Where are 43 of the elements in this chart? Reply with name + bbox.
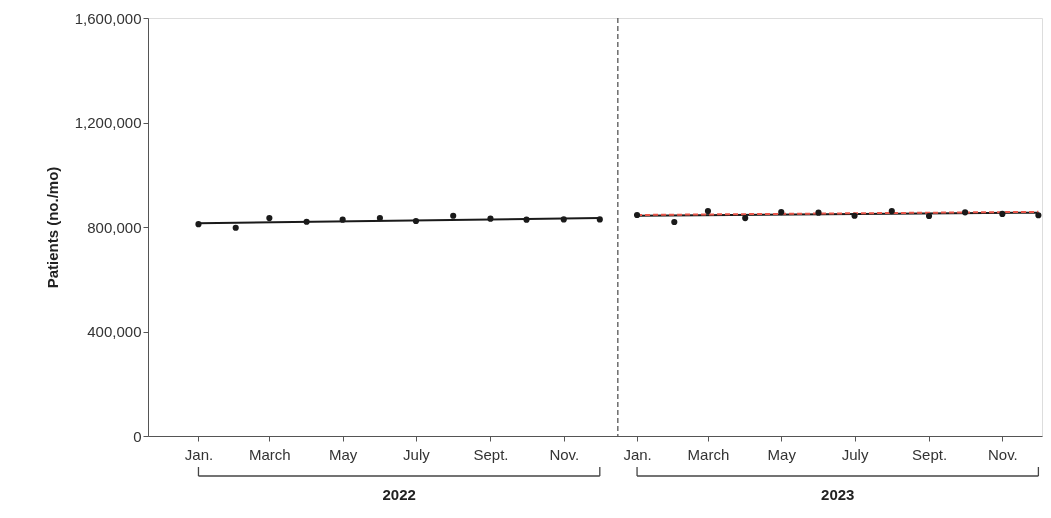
x-tick-label: March: [687, 445, 730, 463]
text: 2023: [821, 486, 855, 503]
x-tick-label: March: [249, 445, 291, 463]
point: [962, 209, 969, 216]
x-tick-label: July: [841, 445, 869, 463]
point: [815, 209, 822, 216]
point: [450, 212, 457, 219]
x-tick-label: Nov.: [987, 445, 1018, 463]
x-tick-label: May: [328, 445, 358, 463]
point: [596, 216, 603, 223]
point: [487, 215, 494, 222]
x-tick-label: May: [767, 445, 797, 463]
point: [412, 217, 420, 225]
point: [232, 224, 239, 231]
point: [704, 207, 712, 215]
x-tick-label: July: [403, 445, 431, 463]
point: [925, 212, 933, 220]
x-tick-label: Jan.: [623, 445, 652, 463]
point: [888, 207, 895, 215]
y-axis-title: Patients (no./mo): [43, 166, 61, 289]
y-tick-label: 400,000: [87, 323, 142, 340]
point: [778, 209, 785, 216]
point: [560, 216, 567, 223]
text: 2022: [382, 486, 416, 503]
point: [339, 216, 346, 223]
point: [1035, 212, 1042, 219]
y-tick-label: 1,200,000: [74, 114, 142, 131]
point: [742, 215, 749, 222]
point: [671, 218, 678, 226]
point: [851, 212, 858, 219]
x-tick-label: Sept.: [473, 445, 509, 463]
point: [999, 210, 1006, 218]
point: [266, 215, 273, 222]
point: [523, 216, 530, 223]
x-tick-label: Jan.: [184, 445, 214, 463]
point: [633, 211, 641, 219]
y-tick-label: 1,600,000: [74, 9, 142, 27]
x-tick-label: Sept.: [912, 445, 948, 463]
y-tick-label: 0: [133, 427, 142, 445]
point: [195, 221, 202, 228]
y-tick-label: 800,000: [87, 218, 142, 236]
point: [303, 218, 310, 225]
x-tick-label: Nov.: [549, 445, 580, 463]
